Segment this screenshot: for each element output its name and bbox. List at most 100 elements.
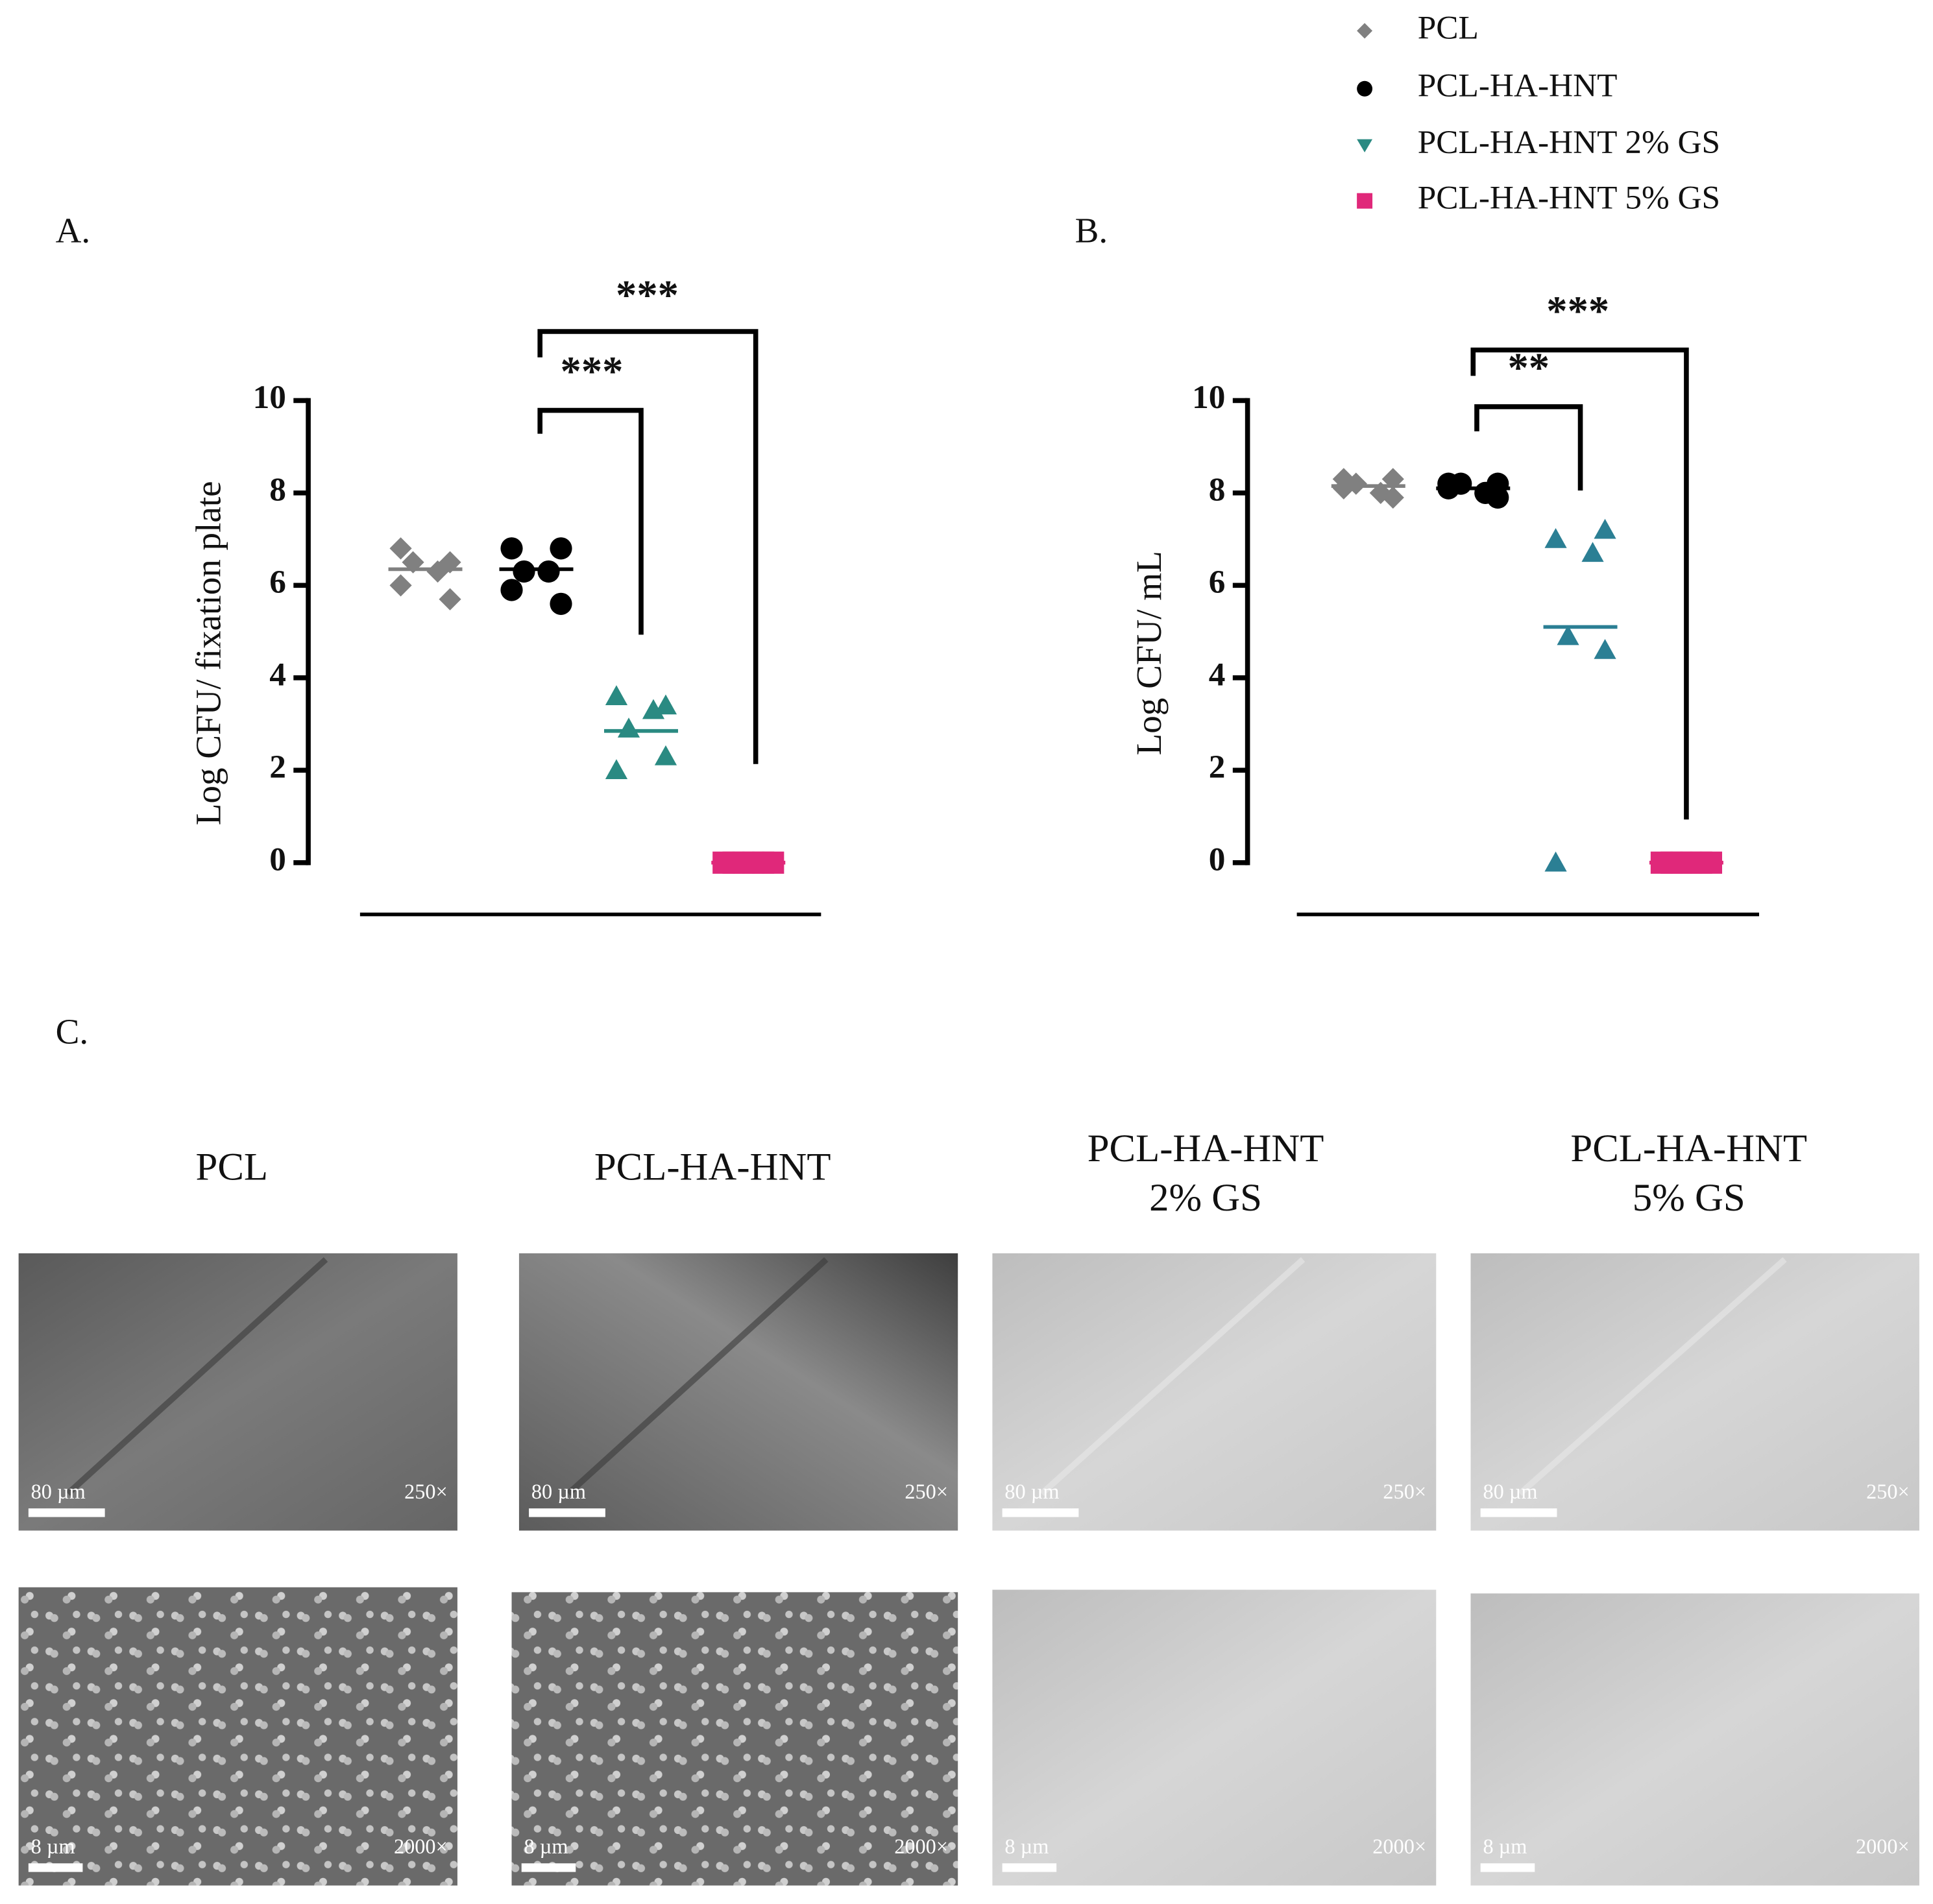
diamond-marker xyxy=(426,560,449,583)
scale-bar xyxy=(28,1508,105,1517)
circle-marker xyxy=(550,592,572,615)
series xyxy=(1649,851,1723,874)
legend-label: PCL-HA-HNT xyxy=(1418,67,1618,104)
sem-image: 8 µm 2000× xyxy=(18,1587,457,1886)
series xyxy=(1331,468,1405,509)
circle-marker xyxy=(1437,472,1460,495)
legend-label: PCL-HA-HNT 2% GS xyxy=(1418,124,1720,161)
series xyxy=(603,685,678,779)
sem-image: 80 µm 250× xyxy=(18,1253,457,1531)
y-tick-label: 10 xyxy=(1192,379,1225,416)
scale-bar-label: 8 µm xyxy=(524,1835,568,1858)
square-marker xyxy=(1357,193,1373,209)
y-axis-label: Log CFU/ mL xyxy=(1129,551,1169,755)
scale-bar-label: 80 µm xyxy=(31,1480,86,1503)
circle-marker xyxy=(537,560,560,583)
scale-bar-label: 80 µm xyxy=(1483,1480,1537,1503)
circle-marker xyxy=(1357,80,1373,97)
title-line: 2% GS xyxy=(1149,1176,1262,1220)
triangle-marker xyxy=(642,699,665,719)
series xyxy=(499,537,574,615)
scale-bar-label: 80 µm xyxy=(531,1480,586,1503)
triangle-marker xyxy=(1594,518,1616,539)
circle-marker xyxy=(1487,486,1509,509)
surface-ridge xyxy=(66,1257,328,1496)
surface-ridge xyxy=(566,1257,829,1496)
scale-bar-label: 8 µm xyxy=(1004,1835,1049,1858)
panel-label: C. xyxy=(56,1011,89,1051)
surface-ridge xyxy=(1518,1257,1787,1496)
title-line: 5% GS xyxy=(1633,1176,1745,1220)
y-tick-label: 4 xyxy=(269,657,286,693)
significance-bracket xyxy=(537,407,644,635)
scale-bar xyxy=(1002,1863,1057,1872)
sem-image: 80 µm 250× xyxy=(518,1253,958,1531)
triangle-marker xyxy=(605,685,628,705)
triangle-marker xyxy=(1544,851,1567,872)
significance-bracket xyxy=(1474,404,1583,491)
significance-label: *** xyxy=(561,348,624,394)
significance-label: *** xyxy=(1546,287,1609,334)
triangle-marker xyxy=(1557,625,1579,645)
triangle-marker xyxy=(605,759,628,779)
series xyxy=(1436,472,1511,509)
y-tick-label: 6 xyxy=(269,564,286,601)
series xyxy=(1543,518,1618,872)
title-line: PCL xyxy=(196,1146,268,1189)
significance-bracket xyxy=(1470,347,1689,820)
sem-image: 80 µm 250× xyxy=(992,1253,1437,1531)
triangle-marker xyxy=(654,745,677,765)
magnification-label: 2000× xyxy=(1372,1835,1426,1858)
scale-bar xyxy=(28,1863,83,1872)
chart: A. Log CFU/ fixation plate 0 2 4 6 8 10 *** *** xyxy=(56,211,821,917)
magnification-label: 250× xyxy=(1383,1480,1426,1503)
significance-label: *** xyxy=(616,271,679,318)
y-tick-label: 2 xyxy=(1209,749,1226,786)
scale-bar xyxy=(529,1508,605,1517)
scale-bar xyxy=(1480,1508,1557,1517)
title-line: PCL-HA-HNT xyxy=(1088,1127,1324,1170)
column-title: PCL-HA-HNT 5% GS xyxy=(1570,1127,1807,1220)
magnification-label: 250× xyxy=(404,1480,448,1503)
series xyxy=(388,537,463,610)
diamond-marker xyxy=(389,574,412,597)
scale-bar xyxy=(521,1863,576,1872)
micrograph xyxy=(992,1589,1437,1886)
micrograph xyxy=(511,1592,958,1886)
sem-image: 8 µm 2000× xyxy=(1470,1593,1919,1886)
y-tick-label: 0 xyxy=(269,841,286,878)
column-title: PCL xyxy=(196,1146,268,1189)
scale-bar-label: 80 µm xyxy=(1004,1480,1059,1503)
circle-marker xyxy=(550,537,572,560)
micrograph xyxy=(518,1253,958,1531)
surface-ridge xyxy=(1039,1257,1306,1496)
triangle-marker xyxy=(654,694,677,715)
panel-label: A. xyxy=(56,211,91,250)
y-tick-label: 4 xyxy=(1209,657,1226,693)
title-line: PCL-HA-HNT xyxy=(1570,1127,1807,1170)
micrograph xyxy=(18,1253,457,1531)
significance-bracket xyxy=(537,329,759,764)
magnification-label: 2000× xyxy=(394,1835,448,1858)
micrograph xyxy=(1470,1253,1919,1531)
series xyxy=(711,851,786,874)
diamond-marker xyxy=(1381,486,1404,509)
triangle-marker xyxy=(1581,542,1604,562)
magnification-label: 2000× xyxy=(894,1835,948,1858)
scale-bar xyxy=(1002,1508,1079,1517)
panel-c: C. PCL 80 µm 250× 8 µm 2000× PCL-HA-HNT 80 µm 2… xyxy=(18,1011,1919,1886)
diamond-marker xyxy=(439,588,461,610)
micrograph xyxy=(992,1253,1437,1531)
scale-bar-label: 8 µm xyxy=(1483,1835,1527,1858)
sem-image: 80 µm 250× xyxy=(1470,1253,1919,1531)
y-tick-label: 2 xyxy=(269,749,286,786)
triangle-marker xyxy=(1357,139,1373,152)
diamond-marker xyxy=(389,537,412,560)
diamond-marker xyxy=(1357,23,1373,39)
triangle-marker xyxy=(1594,638,1616,659)
scale-bar xyxy=(1480,1863,1535,1872)
y-tick-label: 8 xyxy=(269,472,286,509)
legend-label: PCL-HA-HNT 5% GS xyxy=(1418,179,1720,216)
y-tick-label: 0 xyxy=(1209,841,1226,878)
